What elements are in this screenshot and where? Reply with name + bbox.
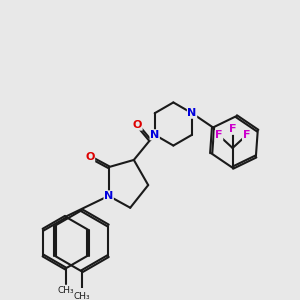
Text: CH₃: CH₃ (74, 292, 90, 300)
Text: O: O (133, 120, 142, 130)
Text: N: N (188, 108, 197, 118)
Text: N: N (150, 130, 159, 140)
Text: F: F (242, 130, 250, 140)
Text: F: F (229, 124, 236, 134)
Text: CH₃: CH₃ (57, 286, 74, 296)
Text: F: F (215, 130, 223, 140)
Text: N: N (104, 191, 113, 201)
Text: O: O (85, 152, 95, 162)
